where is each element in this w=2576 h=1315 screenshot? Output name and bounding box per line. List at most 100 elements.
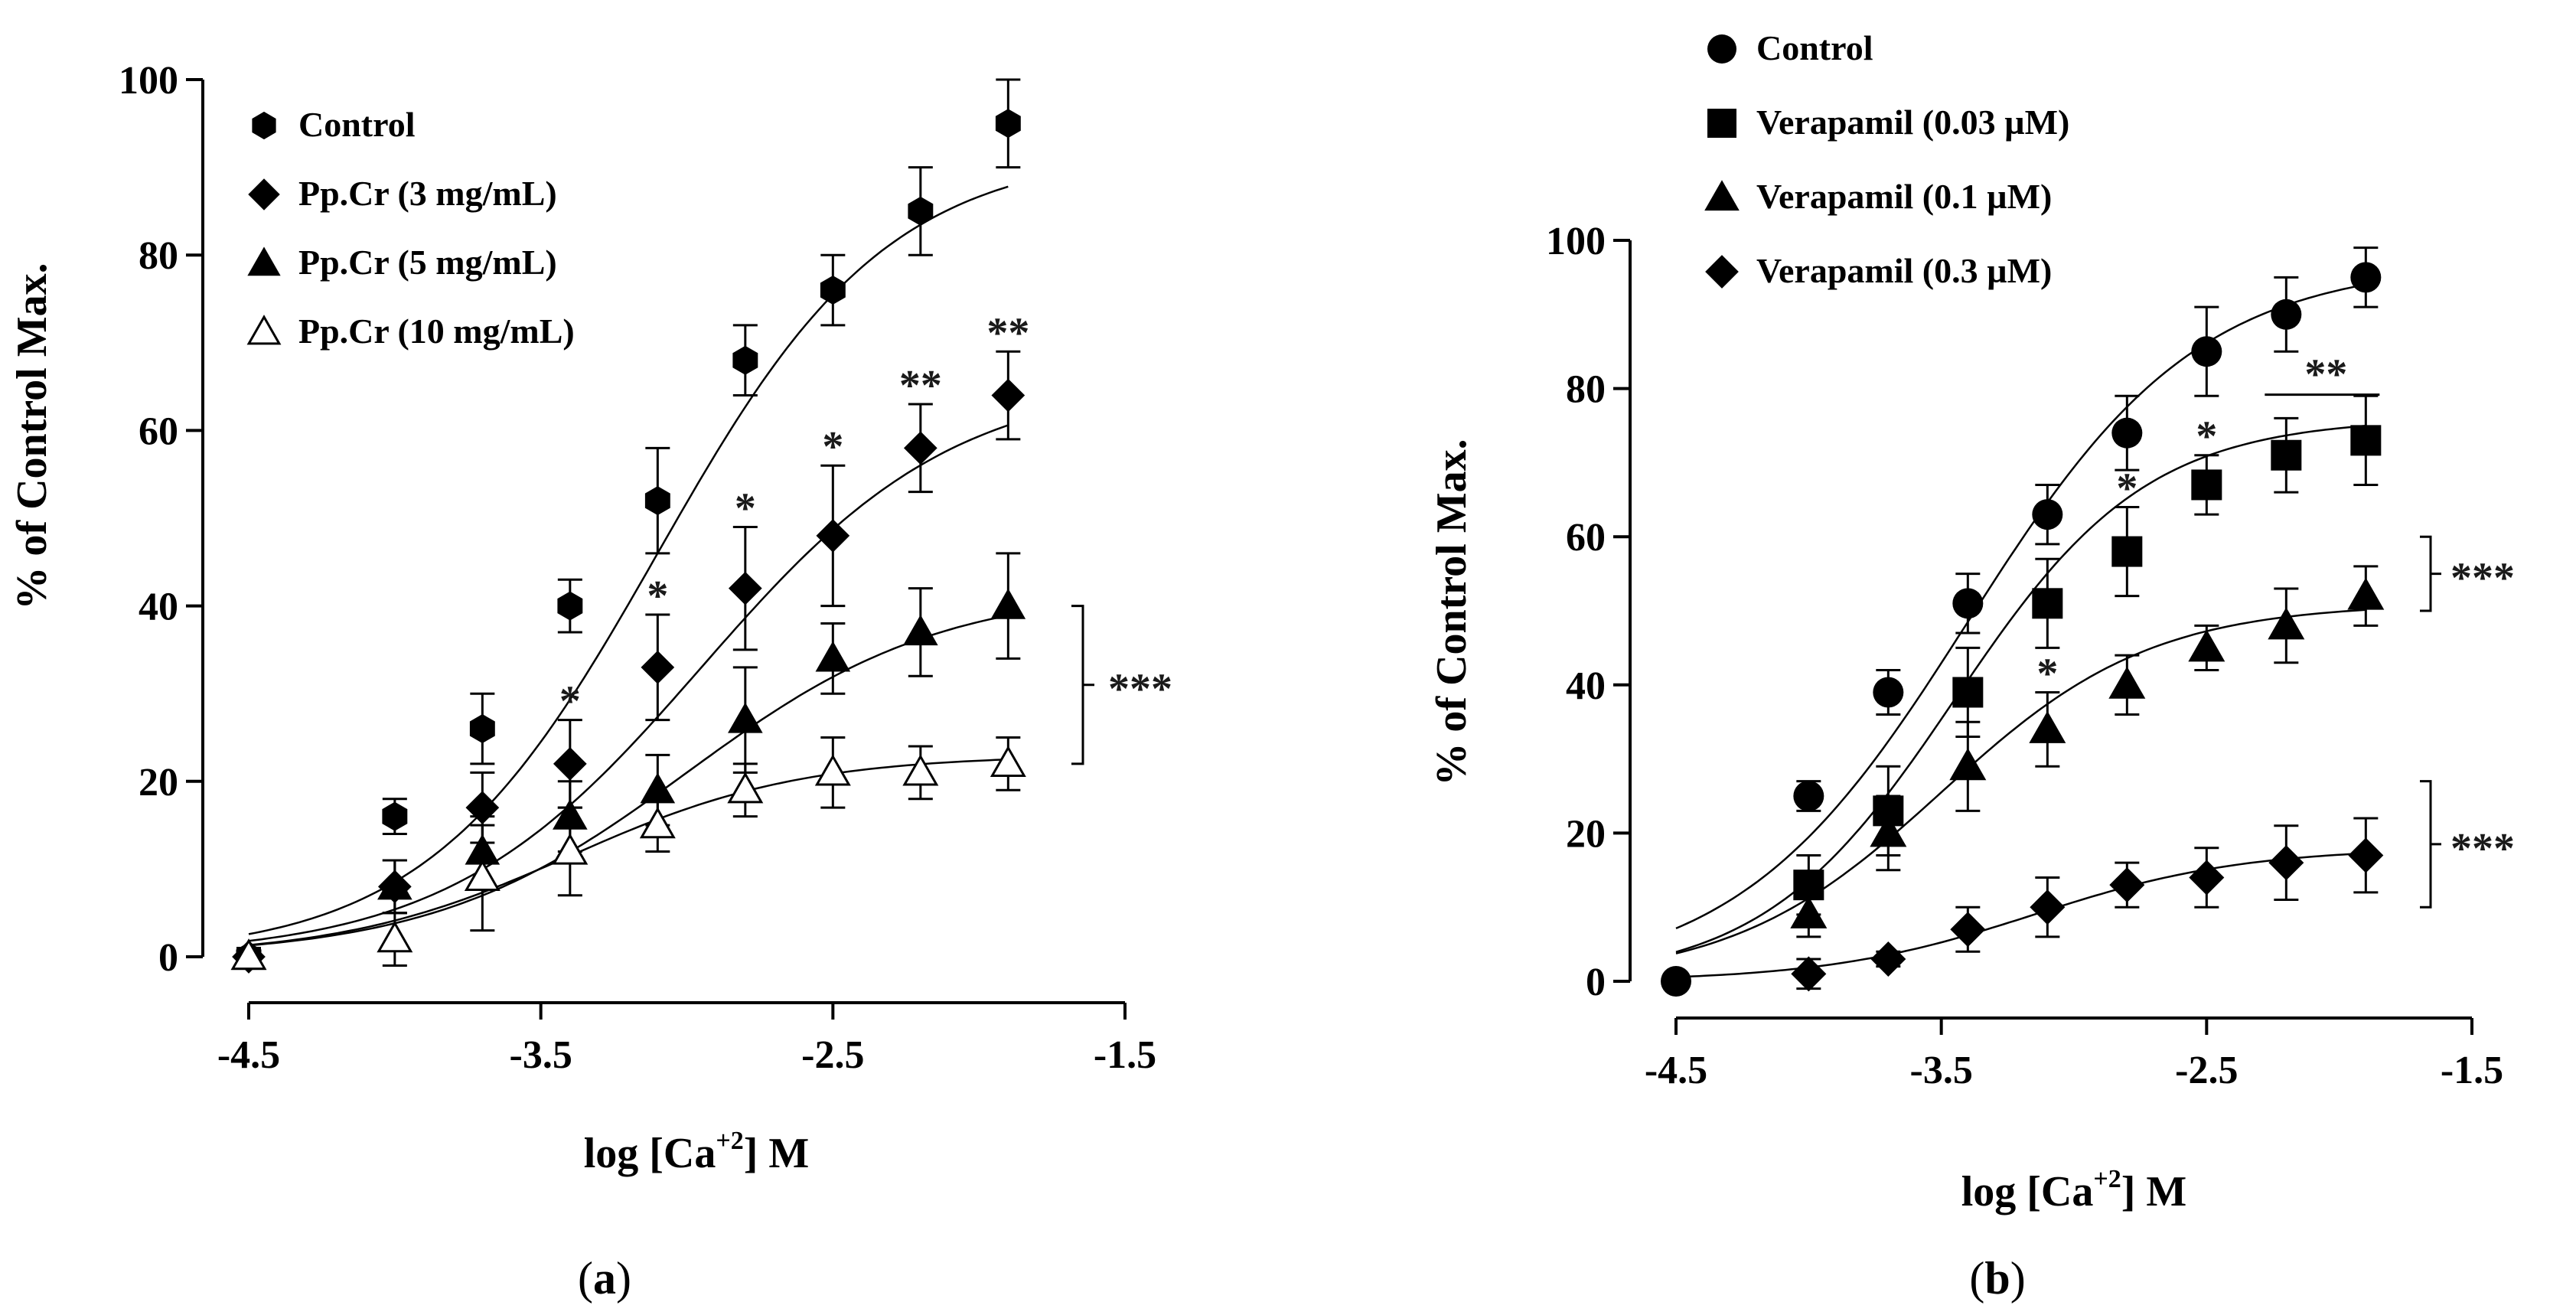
panel-b-data-point-shape xyxy=(2188,629,2225,662)
panel-a-data-point xyxy=(727,772,764,804)
panel-b-data-point xyxy=(2189,860,2225,896)
panel-a-legend-label-1: Control xyxy=(298,105,416,144)
panel-a-data-point-shape xyxy=(728,702,763,733)
panel-b-caption: (b) xyxy=(1969,1253,2025,1304)
panel-b-data-point xyxy=(2029,710,2066,743)
panel-b-data-point-shape xyxy=(2030,889,2066,925)
panel-b-data-point xyxy=(1793,781,1824,811)
panel-b-data-point xyxy=(2350,425,2382,456)
panel-a-fit-curve-4 xyxy=(248,758,1009,946)
panel-a-data-point-shape xyxy=(995,109,1021,139)
panel-b-x-axis-title-main: log [Ca xyxy=(1961,1168,2094,1215)
panel-b-y-tick-label: 80 xyxy=(1566,368,1606,412)
panel-b-data-point-shape xyxy=(2032,499,2063,530)
panel-a-legend-marker-4-shape xyxy=(246,315,282,345)
panel-b-data-point xyxy=(2271,299,2302,330)
panel-b-significance-label: * xyxy=(2116,465,2137,512)
panel-a-data-point-shape xyxy=(815,641,851,672)
panel-b-data-point-shape xyxy=(1790,896,1828,928)
panel-a-data-point-shape xyxy=(377,921,413,953)
panel-b-bracket-label-2: *** xyxy=(2450,825,2515,873)
panel-a-data-point xyxy=(820,276,846,305)
panel-b-legend-marker-4-shape xyxy=(1705,255,1739,289)
panel-a-data-point xyxy=(902,754,939,786)
panel-b-data-point-shape xyxy=(1791,956,1827,992)
panel-b-legend-label-4: Verapamil (0.3 µM) xyxy=(1756,251,2052,290)
panel-b-fit-curve-4 xyxy=(1675,852,2366,978)
panel-a-x-axis-title-main: log [Ca xyxy=(584,1130,716,1177)
panel-a-y-tick-label: 80 xyxy=(139,234,178,278)
panel-a-legend-marker-1 xyxy=(252,111,276,140)
panel-b-fit-curve-3 xyxy=(1675,609,2366,954)
panel-a-data-point-shape xyxy=(640,772,676,804)
panel-a-data-point-shape xyxy=(728,571,762,605)
panel-b-data-point-shape xyxy=(2111,417,2143,449)
panel-b-data-point-shape xyxy=(1870,814,1907,847)
panel-a-x-tick-label: -2.5 xyxy=(801,1033,864,1077)
panel-b-x-axis-title-sup: +2 xyxy=(2093,1165,2121,1193)
panel-b-data-point-shape xyxy=(1873,677,1904,708)
panel-b-legend-marker-4 xyxy=(1705,255,1739,289)
panel-a-data-point-shape xyxy=(908,196,934,226)
panel-b-data-point-shape xyxy=(2350,262,2382,293)
panel-b-series-1 xyxy=(1661,246,2382,997)
panel-b-data-point xyxy=(1949,748,1987,781)
panel-b-data-point-shape xyxy=(1793,781,1824,811)
panel-a-y-tick-label: 100 xyxy=(119,59,178,103)
panel-b-x-axis-title: log [Ca+2] M xyxy=(1961,1165,2187,1215)
panel-b-data-point xyxy=(2188,629,2225,662)
panel-b-data-point-shape xyxy=(2268,845,2304,881)
panel-b-data-point-shape xyxy=(2268,607,2305,640)
panel-a-series-3 xyxy=(231,552,1026,971)
panel-a-y-axis-title: % of Control Max. xyxy=(8,263,56,609)
panel-b-data-point xyxy=(1870,941,1906,977)
panel-a-data-point xyxy=(732,345,758,375)
panel-b-data-point-shape xyxy=(2032,588,2063,619)
panel-a-data-point xyxy=(728,702,763,733)
panel-b-data-point xyxy=(2111,417,2143,449)
panel-b-data-point-shape xyxy=(2350,425,2382,456)
panel-a-series-4 xyxy=(230,736,1026,971)
panel-b-series-3: * xyxy=(1790,565,2385,938)
panel-a-fit-curve-2 xyxy=(248,424,1009,942)
panel-a-legend-marker-3-shape xyxy=(247,246,281,276)
panel-b-data-point xyxy=(1952,677,1984,708)
panel-a-data-point-shape xyxy=(464,859,501,892)
panel-a-legend-label-2: Pp.Cr (3 mg/mL) xyxy=(298,174,557,213)
panel-a-x-axis-title: log [Ca+2] M xyxy=(584,1127,810,1177)
panel-b-data-point-shape xyxy=(2189,860,2225,896)
panel-a-chart: % of Control Max. log [Ca+2] M (a) 0 20 40… xyxy=(8,59,1172,1304)
panel-b-legend-marker-3-shape xyxy=(1704,180,1740,211)
panel-a-data-point xyxy=(640,772,676,804)
panel-b-legend-label-2: Verapamil (0.03 µM) xyxy=(1756,103,2069,142)
panel-b-data-point xyxy=(2032,588,2063,619)
panel-b-fit-curve-2 xyxy=(1675,425,2366,953)
panel-b-significance-label: * xyxy=(2196,413,2217,461)
panel-b-data-point xyxy=(2191,336,2222,367)
panel-a-data-point xyxy=(991,378,1026,413)
panel-b-significance-label: * xyxy=(2036,650,2058,697)
panel-a-data-point-shape xyxy=(990,588,1026,619)
panel-b-data-point-shape xyxy=(2108,666,2146,699)
panel-b-data-point xyxy=(2111,536,2143,567)
panel-a-data-point xyxy=(464,859,501,892)
panel-a-significance-label: * xyxy=(822,423,843,471)
panel-a-x-tick-label: -4.5 xyxy=(217,1033,280,1077)
panel-b-data-point xyxy=(1661,966,1691,997)
panel-a-data-point-shape xyxy=(553,747,587,781)
panel-b-legend-marker-1-shape xyxy=(1707,34,1736,64)
panel-a-fit-curve-3 xyxy=(248,614,1009,947)
panel-a-data-point-shape xyxy=(727,772,764,804)
panel-a-data-point-shape xyxy=(814,754,851,786)
panel-a-data-point-shape xyxy=(732,345,758,375)
panel-b-legend-label-3: Verapamil (0.1 µM) xyxy=(1756,177,2052,216)
panel-b-data-point xyxy=(1873,677,1904,708)
panel-b-data-point xyxy=(2347,577,2385,610)
panel-b-data-point-shape xyxy=(1952,677,1984,708)
panel-b-data-point-shape xyxy=(2271,299,2302,330)
panel-a-data-point xyxy=(815,641,851,672)
panel-a-fit-curve-1 xyxy=(248,185,1009,935)
panel-b-fit-curve-1 xyxy=(1675,283,2366,930)
panel-b-data-point-shape xyxy=(2109,867,2145,903)
panel-b-data-point-shape xyxy=(2271,439,2302,471)
